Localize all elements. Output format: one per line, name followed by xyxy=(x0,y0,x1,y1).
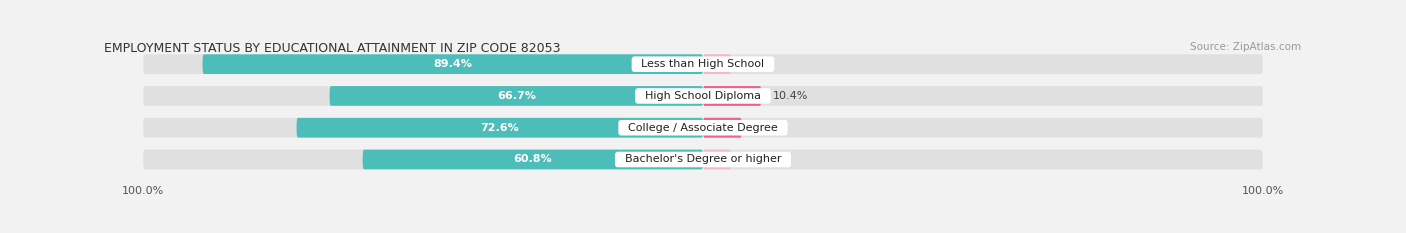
FancyBboxPatch shape xyxy=(703,150,731,169)
Text: Less than High School: Less than High School xyxy=(634,59,772,69)
FancyBboxPatch shape xyxy=(143,86,703,106)
FancyBboxPatch shape xyxy=(703,150,1263,169)
Text: 72.6%: 72.6% xyxy=(481,123,519,133)
FancyBboxPatch shape xyxy=(703,54,1263,74)
FancyBboxPatch shape xyxy=(703,86,761,106)
Text: 0.0%: 0.0% xyxy=(742,154,770,164)
FancyBboxPatch shape xyxy=(329,86,703,106)
FancyBboxPatch shape xyxy=(703,118,741,137)
FancyBboxPatch shape xyxy=(703,118,1263,137)
Text: 10.4%: 10.4% xyxy=(772,91,808,101)
Text: Source: ZipAtlas.com: Source: ZipAtlas.com xyxy=(1191,42,1302,52)
FancyBboxPatch shape xyxy=(703,118,741,137)
Text: 66.7%: 66.7% xyxy=(496,91,536,101)
Text: High School Diploma: High School Diploma xyxy=(638,91,768,101)
Text: Bachelor's Degree or higher: Bachelor's Degree or higher xyxy=(617,154,789,164)
Text: 6.9%: 6.9% xyxy=(752,123,782,133)
Text: EMPLOYMENT STATUS BY EDUCATIONAL ATTAINMENT IN ZIP CODE 82053: EMPLOYMENT STATUS BY EDUCATIONAL ATTAINM… xyxy=(104,42,561,55)
FancyBboxPatch shape xyxy=(703,54,731,74)
FancyBboxPatch shape xyxy=(363,150,703,169)
Text: 0.0%: 0.0% xyxy=(742,59,770,69)
FancyBboxPatch shape xyxy=(202,54,703,74)
FancyBboxPatch shape xyxy=(703,86,1263,106)
Text: College / Associate Degree: College / Associate Degree xyxy=(621,123,785,133)
FancyBboxPatch shape xyxy=(143,54,703,74)
Text: 89.4%: 89.4% xyxy=(433,59,472,69)
FancyBboxPatch shape xyxy=(297,118,703,137)
FancyBboxPatch shape xyxy=(703,86,761,106)
Text: 60.8%: 60.8% xyxy=(513,154,553,164)
FancyBboxPatch shape xyxy=(143,118,703,137)
FancyBboxPatch shape xyxy=(143,150,703,169)
